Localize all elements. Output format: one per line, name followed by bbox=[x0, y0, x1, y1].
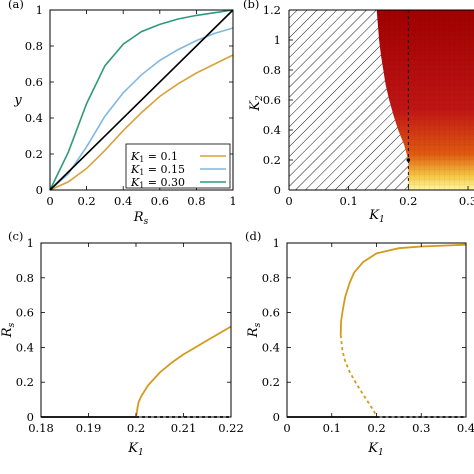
identity-line bbox=[49, 9, 234, 191]
plot-frame bbox=[286, 242, 467, 418]
plot-frame bbox=[40, 242, 232, 418]
series-line-k1-0.30 bbox=[49, 9, 234, 191]
nontrivial-branch-solid bbox=[135, 325, 232, 418]
panel-label: (a) bbox=[8, 0, 24, 11]
series-line-k1-0.1 bbox=[49, 54, 234, 191]
y-tick-label: 0.2 bbox=[16, 375, 34, 389]
panel-c: 0.18 0.19 0.2 0.21 0.22 0 0.2 0.4 0.6 0.8 1 (c) K1 Rs bbox=[0, 229, 244, 458]
legend-label: K1 = 0.30 bbox=[130, 176, 185, 190]
legend-box bbox=[125, 143, 231, 189]
panel-label: (d) bbox=[245, 229, 261, 243]
y-tick-label: 0.2 bbox=[262, 375, 280, 389]
x-tick-label: 0.8 bbox=[187, 194, 205, 208]
y-tick-label: 0 bbox=[274, 183, 281, 197]
y-tick-label: 0.2 bbox=[263, 153, 281, 167]
x-tick-label: 0.3 bbox=[412, 421, 430, 435]
nontrivial-branch-solid bbox=[339, 243, 467, 336]
y-tick-label: 1 bbox=[273, 236, 280, 250]
series-line-k1-0.15 bbox=[49, 27, 234, 191]
y-tick-label: 1 bbox=[274, 33, 281, 47]
y-axis-label: Rs bbox=[0, 322, 17, 338]
x-tick-label: 0 bbox=[285, 194, 292, 208]
y-tick-label: 0.8 bbox=[25, 39, 43, 53]
x-axis-label: K1 bbox=[368, 208, 384, 225]
y-tick-label: 0.6 bbox=[16, 306, 34, 320]
y-tick-label: 1 bbox=[36, 3, 43, 17]
y-tick-label: 0.4 bbox=[16, 340, 34, 354]
heatmap-grid bbox=[376, 10, 474, 190]
y-tick-label: 0 bbox=[36, 183, 43, 197]
y-tick-label: 0.6 bbox=[25, 75, 43, 89]
panel-label: (b) bbox=[243, 0, 259, 11]
y-tick-label: 0.6 bbox=[263, 93, 281, 107]
y-axis-label: y bbox=[13, 93, 22, 108]
x-axis-label: K1 bbox=[367, 441, 383, 458]
y-tick-label: 0.4 bbox=[25, 111, 43, 125]
x-tick-label: 0.4 bbox=[457, 421, 474, 435]
plot-frame bbox=[49, 9, 234, 191]
panel-label: (c) bbox=[8, 229, 23, 243]
y-axis-label: Rs bbox=[246, 322, 263, 338]
x-axis-label: K1 bbox=[127, 441, 143, 458]
x-tick-label: 0.1 bbox=[340, 194, 358, 208]
x-tick-label: 0.22 bbox=[218, 421, 244, 435]
y-tick-label: 0.8 bbox=[262, 271, 280, 285]
panel-d: 0 0.1 0.2 0.3 0.4 0 0.2 0.4 0.6 0.8 1 (d) K1 Rs bbox=[245, 229, 474, 458]
panel-b: 0 0.1 0.2 0.3 0 0.2 0.4 0.6 0.8 1 1.2 (b) K1 K2 bbox=[243, 0, 474, 225]
heatmap-area bbox=[289, 10, 474, 190]
nontrivial-branch-dashed bbox=[339, 335, 378, 418]
x-tick-label: 0.1 bbox=[323, 421, 341, 435]
x-tick-label: 0 bbox=[283, 421, 290, 435]
y-tick-label: 0 bbox=[273, 410, 280, 424]
x-axis-label: Rs bbox=[133, 210, 149, 227]
x-tick-label: 0.2 bbox=[77, 194, 95, 208]
x-tick-label: 0.3 bbox=[459, 194, 474, 208]
bifurcation-point bbox=[406, 158, 411, 162]
x-tick-label: 1 bbox=[229, 194, 236, 208]
y-tick-label: 0.8 bbox=[16, 271, 34, 285]
legend-label: K1 = 0.15 bbox=[130, 163, 185, 177]
x-tick-label: 0.19 bbox=[76, 421, 102, 435]
y-tick-label: 0.6 bbox=[262, 306, 280, 320]
y-tick-label: 0 bbox=[27, 410, 34, 424]
x-tick-label: 0.18 bbox=[28, 421, 54, 435]
y-tick-label: 0.8 bbox=[263, 63, 281, 77]
panel-a: 0 0.2 0.4 0.6 0.8 1 0 0.2 0.4 0.6 0.8 1 (a) Rs y K1 = 0… bbox=[8, 0, 237, 227]
x-tick-label: 0.2 bbox=[127, 421, 145, 435]
y-tick-label: 0.4 bbox=[262, 340, 280, 354]
x-tick-label: 0.21 bbox=[171, 421, 197, 435]
legend-label: K1 = 0.1 bbox=[130, 150, 178, 164]
y-tick-label: 1.2 bbox=[263, 3, 281, 17]
y-tick-label: 1 bbox=[27, 236, 34, 250]
x-tick-label: 0.2 bbox=[399, 194, 417, 208]
x-tick-label: 0.6 bbox=[151, 194, 169, 208]
x-tick-label: 0 bbox=[46, 194, 53, 208]
y-tick-label: 0.2 bbox=[25, 147, 43, 161]
x-tick-label: 0.4 bbox=[114, 194, 132, 208]
x-tick-label: 0.2 bbox=[367, 421, 385, 435]
y-tick-label: 0.4 bbox=[263, 123, 281, 137]
y-axis-label: K2 bbox=[248, 95, 265, 112]
